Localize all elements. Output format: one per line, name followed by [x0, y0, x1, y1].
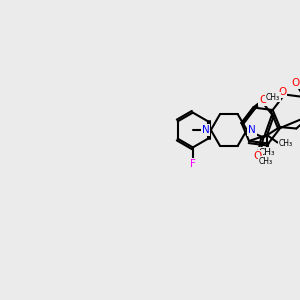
Text: O: O: [259, 95, 267, 105]
Text: N: N: [248, 125, 256, 135]
Text: CH₃: CH₃: [279, 140, 293, 148]
Text: CH₃: CH₃: [258, 157, 272, 166]
Text: F: F: [190, 159, 196, 169]
Text: O: O: [292, 78, 300, 88]
Text: CH₃: CH₃: [259, 148, 275, 157]
Text: O: O: [254, 151, 262, 161]
Text: CH₃: CH₃: [266, 92, 280, 101]
Text: N: N: [202, 125, 209, 135]
Text: O: O: [278, 87, 286, 97]
